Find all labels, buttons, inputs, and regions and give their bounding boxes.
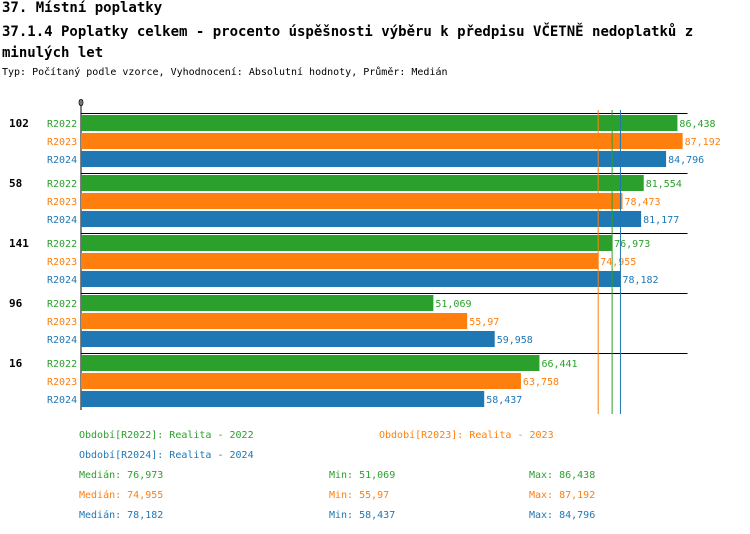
stat-median-r2024: Medián: 78,182 (79, 510, 164, 521)
data-label-141-R2024: 78,182 (622, 275, 658, 286)
stat-max-r2024: Max: 84,796 (529, 510, 596, 521)
data-label-102-R2023: 87,192 (685, 137, 721, 148)
data-label-102-R2024: 84,796 (668, 155, 704, 166)
series-label-141-R2022: R2022 (47, 239, 77, 250)
stat-max-r2022: Max: 86,438 (529, 470, 596, 481)
chart-subtitle: 37.1.4 Poplatky celkem - procento úspěšn… (2, 24, 694, 61)
data-label-58-R2024: 81,177 (643, 215, 679, 226)
series-label-58-R2022: R2022 (47, 179, 77, 190)
bar-58-R2024 (81, 211, 642, 227)
series-label-102-R2023: R2023 (47, 137, 77, 148)
stat-median-r2022: Medián: 76,973 (79, 470, 164, 481)
bar-102-R2023 (81, 133, 683, 149)
stat-min-r2022: Min: 51,069 (329, 470, 396, 481)
series-label-96-R2023: R2023 (47, 317, 77, 328)
series-label-141-R2023: R2023 (47, 257, 77, 268)
series-label-102-R2022: R2022 (47, 119, 77, 130)
legend-r2022: Období[R2022]: Realita - 2022 (79, 430, 254, 441)
category-label-102: 102 (9, 117, 29, 130)
bar-96-R2022 (81, 295, 434, 311)
series-label-16-R2023: R2023 (47, 377, 77, 388)
series-label-58-R2024: R2024 (47, 215, 77, 226)
data-label-102-R2022: 86,438 (679, 119, 715, 130)
bar-141-R2024 (81, 271, 621, 287)
data-label-141-R2022: 76,973 (614, 239, 650, 250)
series-label-96-R2024: R2024 (47, 335, 77, 346)
bar-16-R2022 (81, 355, 540, 371)
legend-r2024: Období[R2024]: Realita - 2024 (79, 450, 254, 461)
data-label-16-R2024: 58,437 (486, 395, 522, 406)
category-label-141: 141 (9, 237, 29, 250)
stat-min-r2024: Min: 58,437 (329, 510, 396, 521)
data-label-96-R2023: 55,97 (469, 317, 499, 328)
category-label-16: 16 (9, 357, 23, 370)
series-label-16-R2022: R2022 (47, 359, 77, 370)
chart-description: Typ: Počítaný podle vzorce, Vyhodnocení:… (2, 67, 448, 78)
bar-16-R2023 (81, 373, 521, 389)
data-label-16-R2022: 66,441 (541, 359, 577, 370)
bar-58-R2023 (81, 193, 623, 209)
series-label-141-R2024: R2024 (47, 275, 77, 286)
category-label-58: 58 (9, 177, 22, 190)
bar-96-R2023 (81, 313, 468, 329)
stat-min-r2023: Min: 55,97 (329, 490, 390, 501)
bar-96-R2024 (81, 331, 495, 347)
bar-chart: 0102R202286,438R202387,192R202484,79658R… (9, 98, 721, 414)
series-label-16-R2024: R2024 (47, 395, 77, 406)
bar-102-R2022 (81, 115, 678, 131)
page-title: 37. Místní poplatky (2, 0, 163, 16)
bar-141-R2023 (81, 253, 599, 269)
bar-102-R2024 (81, 151, 667, 167)
category-label-96: 96 (9, 297, 23, 310)
series-label-102-R2024: R2024 (47, 155, 77, 166)
bar-141-R2022 (81, 235, 613, 251)
bar-16-R2024 (81, 391, 485, 407)
data-label-58-R2022: 81,554 (646, 179, 682, 190)
data-label-96-R2024: 59,958 (497, 335, 533, 346)
stat-median-r2023: Medián: 74,955 (79, 490, 164, 501)
data-label-96-R2022: 51,069 (435, 299, 471, 310)
series-label-58-R2023: R2023 (47, 197, 77, 208)
stat-max-r2023: Max: 87,192 (529, 490, 596, 501)
data-label-58-R2023: 78,473 (624, 197, 660, 208)
series-label-96-R2022: R2022 (47, 299, 77, 310)
data-label-16-R2023: 63,758 (523, 377, 559, 388)
legend-r2023: Období[R2023]: Realita - 2023 (379, 430, 554, 441)
bar-58-R2022 (81, 175, 644, 191)
data-label-141-R2023: 74,955 (600, 257, 636, 268)
